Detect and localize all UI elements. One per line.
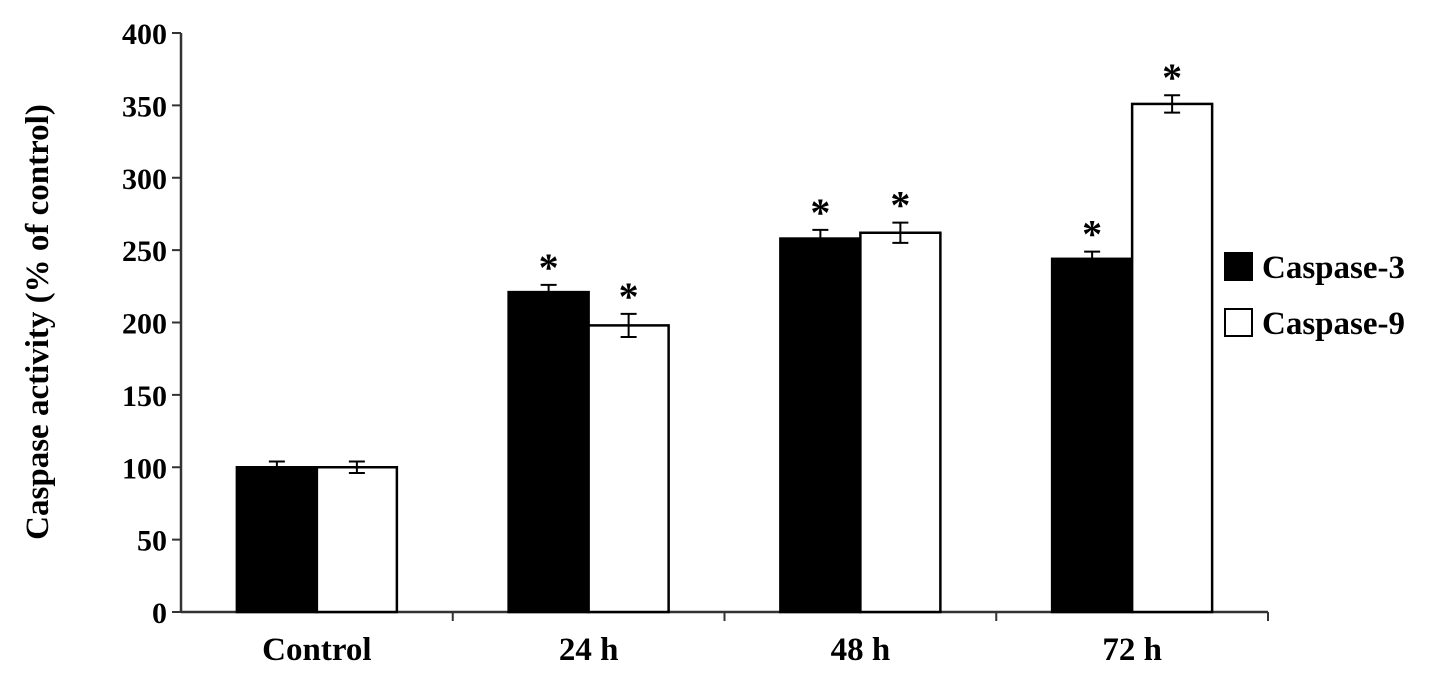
x-tick-label: Control (262, 632, 371, 668)
y-tick-label: 100 (122, 452, 167, 485)
y-tick-label: 300 (122, 163, 167, 196)
significance-marker: * (539, 245, 559, 290)
y-tick-label: 50 (137, 525, 167, 558)
significance-marker: * (810, 190, 830, 235)
bar-caspase-9 (315, 466, 399, 614)
legend-label-caspase-3: Caspase-3 (1262, 250, 1405, 286)
bar-caspase-3 (779, 237, 862, 614)
significance-marker: * (619, 274, 639, 319)
y-tick-label: 350 (122, 90, 167, 123)
bar-caspase-3 (1050, 257, 1134, 614)
y-tick-label: 400 (122, 18, 167, 51)
legend-swatch-caspase-3 (1224, 252, 1253, 281)
y-tick-label: 200 (122, 308, 167, 341)
bar-caspase-9 (859, 231, 942, 614)
significance-marker: * (890, 183, 910, 228)
legend-label-caspase-9: Caspase-9 (1262, 306, 1405, 342)
legend: Caspase-3 Caspase-9 (1224, 250, 1405, 342)
bar-caspase-3 (507, 290, 590, 614)
significance-marker: * (1162, 55, 1182, 100)
y-axis-label: Caspase activity (% of control) (20, 104, 56, 540)
x-tick-label: 48 h (831, 632, 891, 668)
y-tick-label: 0 (152, 597, 167, 630)
x-tick-label: 72 h (1102, 632, 1162, 668)
bar-caspase-3 (235, 466, 319, 614)
y-tick-label: 250 (122, 235, 167, 268)
y-tick-label: 150 (122, 380, 167, 413)
x-tick-label: 24 h (559, 632, 619, 668)
legend-swatch-caspase-9 (1224, 308, 1253, 337)
bar-caspase-9 (1130, 102, 1214, 614)
significance-marker: * (1082, 212, 1102, 257)
bar-caspase-9 (587, 324, 670, 614)
plot-area: 0 50 100 150 200 250 300 350 400 Control 24 h 48 h 7… (122, 18, 1269, 668)
